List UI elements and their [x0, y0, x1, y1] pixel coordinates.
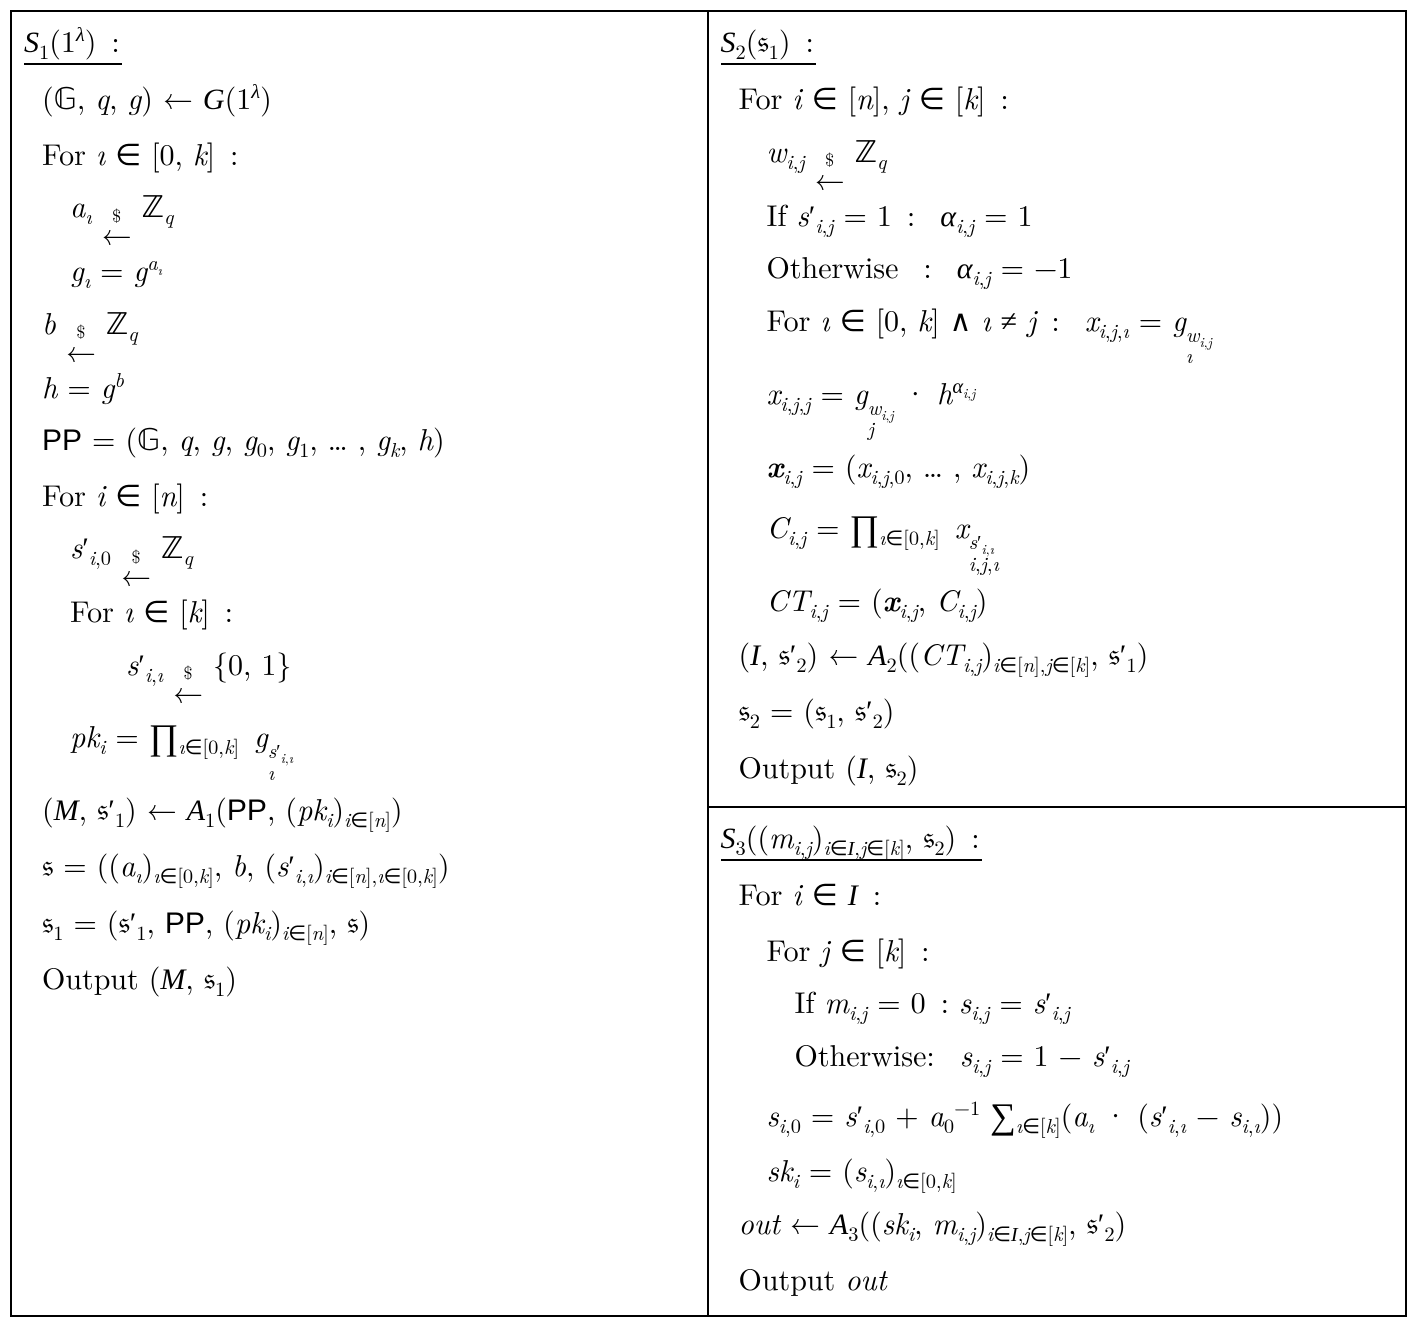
- col-right: S2(𝔰1) : For i ∈ [n], j ∈ [k] : wi,j $← …: [709, 12, 1406, 1315]
- s1-header: S1(1λ) :: [24, 18, 122, 65]
- s2-line: For ı ∈ [0, k] ∧ ı ≠ j : xi,j,ı = gwi,jı: [739, 293, 1394, 366]
- s1-line: PP = (𝔾, q, g, g0, g1, … , gk, h): [42, 412, 695, 468]
- s1-line: 𝔰 = ((aı)ı∈[0,k], b, (s′i,ı)i∈[n],ı∈[0,k…: [42, 838, 695, 895]
- s2-line: Ci,j = ∏ı∈[0,k] xs′i,ıi,j,ı: [739, 492, 1394, 573]
- s1-line: 𝔰1 = (𝔰′1, PP, (pki)i∈[n], 𝔰): [42, 895, 695, 952]
- s1-line: b $← ℤq: [42, 296, 695, 360]
- s1-line: h = gb: [42, 360, 695, 413]
- algorithm-figure: S1(1λ) : (𝔾, q, g) G(1λ) For ı ∈ [0, k] …: [10, 10, 1407, 1317]
- s1-line: (𝔾, q, g) G(1λ): [42, 71, 695, 127]
- s2-line: 𝔰2 = (𝔰1, 𝔰′2): [739, 683, 1394, 740]
- block-s3: S3((mi,j)i∈I,j∈[k], 𝔰2) : For i ∈ I : Fo…: [709, 806, 1406, 1315]
- block-s1: S1(1λ) : (𝔾, q, g) G(1λ) For ı ∈ [0, k] …: [12, 12, 707, 1018]
- s2-line: If s′i,j = 1 : αi,j = 1: [739, 188, 1394, 241]
- s1-body: (𝔾, q, g) G(1λ) For ı ∈ [0, k] : aı $← ℤ…: [24, 71, 695, 1008]
- s2-body: For i ∈ [n], j ∈ [k] : wi,j $← ℤq If s′i…: [721, 71, 1394, 796]
- s1-line: For i ∈ [n] :: [42, 468, 695, 521]
- s2-line: For i ∈ [n], j ∈ [k] :: [739, 71, 1394, 124]
- s3-line: For i ∈ I :: [739, 867, 1394, 923]
- s1-line: For ı ∈ [0, k] :: [42, 127, 695, 180]
- s2-header: S2(𝔰1) :: [721, 18, 816, 65]
- s1-line: s′i,0 $← ℤq: [42, 520, 695, 584]
- s2-line: Output (I, 𝔰2): [739, 740, 1394, 797]
- s2-line: xi,j = (xi,j,0, … , xi,j,k): [739, 439, 1394, 493]
- s2-line: Otherwise : αi,j = −1: [739, 240, 1394, 293]
- s2-line: wi,j $← ℤq: [739, 124, 1394, 188]
- s3-body: For i ∈ I : For j ∈ [k] : If mi,j = 0 : …: [721, 867, 1394, 1305]
- s3-line: Output out: [739, 1252, 1394, 1305]
- s1-line: s′i,ı $← {0, 1}: [42, 637, 695, 701]
- col-s1: S1(1λ) : (𝔾, q, g) G(1λ) For ı ∈ [0, k] …: [12, 12, 709, 1315]
- s3-line: If mi,j = 0 : si,j = s′i,j: [739, 975, 1394, 1028]
- s1-line: gı = gaı: [42, 243, 695, 296]
- s1-line: pki = ∏ı∈[0,k] gs′i,ıı: [42, 701, 695, 782]
- s1-line: For ı ∈ [k] :: [42, 584, 695, 637]
- block-s2: S2(𝔰1) : For i ∈ [n], j ∈ [k] : wi,j $← …: [709, 12, 1406, 806]
- s2-line: xi,j,j = gwi,jj · hαi,j: [739, 366, 1394, 439]
- s3-line: out A3((ski, mi,j)i∈I,j∈[k], 𝔰′2): [739, 1196, 1394, 1253]
- s3-line: si,0 = s′i,0 + a0−1 ∑ı∈[k](aı · (s′i,ı −…: [739, 1080, 1394, 1143]
- s2-line: CTi,j = (xi,j, Ci,j): [739, 573, 1394, 627]
- s1-line: (M, 𝔰′1) A1(PP, (pki)i∈[n]): [42, 782, 695, 839]
- s3-header: S3((mi,j)i∈I,j∈[k], 𝔰2) :: [721, 814, 982, 861]
- s2-line: (I, 𝔰′2) A2((CTi,j)i∈[n],j∈[k], 𝔰′1): [739, 627, 1394, 684]
- s3-line: ski = (si,ı)ı∈[0,k]: [739, 1143, 1394, 1196]
- s1-line: aı $← ℤq: [42, 179, 695, 243]
- s3-line: Otherwise: si,j = 1 − s′i,j: [739, 1028, 1394, 1081]
- s3-line: For j ∈ [k] :: [739, 923, 1394, 976]
- s1-line: Output (M, 𝔰1): [42, 951, 695, 1008]
